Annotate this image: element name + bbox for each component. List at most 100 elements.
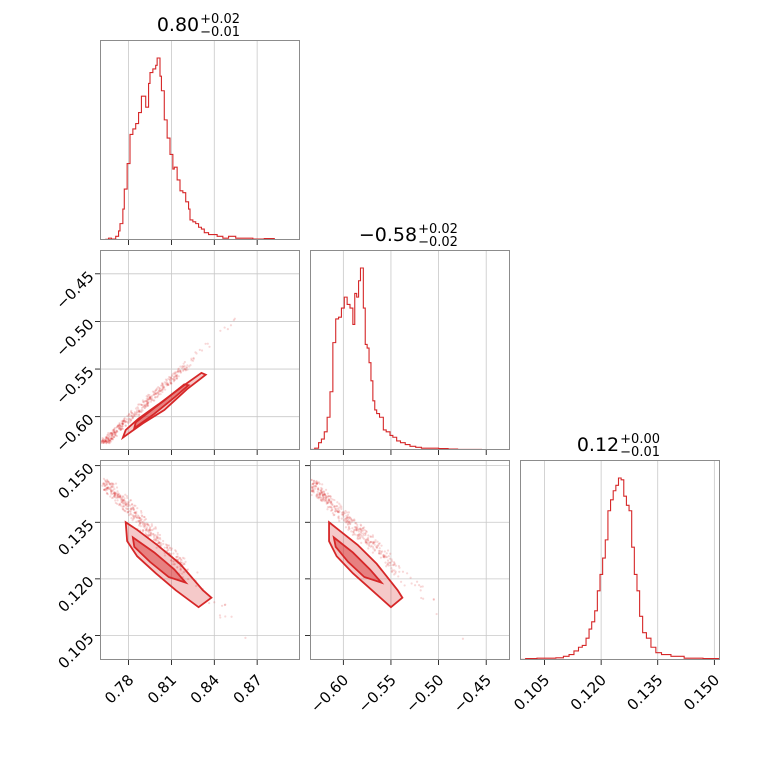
sample-point	[140, 403, 143, 407]
sample-point	[168, 378, 172, 381]
sample-point	[104, 440, 107, 443]
sample-point	[204, 342, 207, 345]
sample-point	[352, 530, 355, 533]
sample-point	[181, 561, 184, 564]
sample-point	[393, 561, 396, 564]
sample-point	[316, 492, 319, 496]
sample-point	[352, 532, 355, 535]
sample-point	[198, 348, 201, 351]
sample-point	[319, 489, 322, 492]
sample-point	[401, 570, 405, 573]
sample-point	[168, 375, 171, 379]
sample-point	[102, 481, 105, 485]
sample-point	[116, 430, 119, 433]
sample-point	[367, 547, 370, 550]
sample-point	[112, 428, 115, 431]
sample-point	[153, 538, 156, 541]
sample-point	[344, 518, 348, 521]
sample-point	[331, 503, 334, 506]
sample-point	[128, 509, 131, 513]
sample-point	[388, 557, 392, 560]
sample-point	[172, 560, 176, 563]
sample-point	[102, 441, 106, 444]
sample-point	[371, 534, 374, 537]
sample-point	[135, 510, 138, 514]
sample-point	[360, 528, 363, 531]
sample-point	[138, 520, 141, 523]
sample-point	[329, 497, 332, 500]
sample-point	[109, 483, 112, 486]
sample-point	[157, 541, 160, 544]
sample-point	[226, 328, 229, 331]
sample-point	[132, 412, 135, 416]
sample-point	[162, 539, 165, 543]
sample-point	[139, 517, 142, 520]
sample-point	[327, 495, 330, 498]
sample-point	[394, 564, 398, 567]
sample-point	[368, 542, 371, 545]
sample-point	[355, 529, 358, 532]
sample-point	[324, 496, 328, 500]
sample-point	[128, 514, 131, 517]
x-tick-label: 0.150	[680, 671, 723, 714]
sample-point	[357, 527, 360, 530]
sample-point	[133, 511, 136, 514]
sample-point	[107, 437, 110, 440]
sample-point	[151, 532, 154, 536]
sample-point	[130, 516, 133, 520]
sample-point	[101, 437, 104, 440]
sample-point	[317, 488, 320, 491]
sample-point	[110, 437, 113, 441]
sample-point	[389, 561, 392, 564]
sample-point	[104, 440, 107, 443]
sample-point	[186, 368, 189, 371]
sample-point	[322, 490, 325, 493]
sample-point	[106, 440, 109, 443]
sample-point	[113, 435, 116, 438]
sample-point	[179, 369, 182, 373]
sample-point	[111, 482, 114, 485]
sample-point	[149, 397, 152, 400]
sample-point	[422, 597, 425, 600]
sample-point	[105, 492, 109, 495]
sample-point	[119, 427, 122, 430]
sample-point	[137, 515, 140, 518]
sample-point	[356, 525, 359, 528]
sample-point	[105, 441, 108, 445]
sample-point	[161, 384, 164, 387]
sample-point	[133, 515, 136, 518]
sample-point	[156, 391, 159, 395]
sample-point	[310, 493, 313, 497]
sample-point	[146, 402, 149, 405]
sample-point	[124, 420, 127, 423]
sample-point	[145, 405, 148, 408]
sample-point	[143, 522, 146, 525]
sample-point	[124, 503, 128, 506]
sample-point	[105, 487, 108, 490]
sample-point	[183, 571, 186, 574]
sample-point	[105, 435, 108, 438]
sample-point	[326, 492, 329, 495]
sample-point	[119, 504, 122, 507]
histogram-0	[100, 57, 300, 240]
sample-point	[121, 420, 124, 423]
y-tick-label: −0.55	[52, 363, 97, 408]
sample-point	[334, 510, 337, 513]
sample-point	[138, 524, 141, 527]
sample-point	[101, 482, 105, 485]
sample-point	[110, 482, 113, 485]
sample-point	[126, 414, 129, 417]
sample-point	[342, 512, 346, 515]
sample-point	[158, 533, 162, 537]
sample-point	[359, 530, 362, 533]
sample-point	[327, 497, 330, 501]
sample-point	[129, 510, 132, 513]
sample-point	[108, 439, 112, 442]
sample-point	[146, 530, 149, 533]
sample-point	[118, 495, 122, 498]
sample-point	[149, 532, 152, 535]
sample-point	[365, 540, 368, 544]
sample-point	[137, 414, 141, 417]
sample-point	[364, 532, 367, 535]
sample-point	[130, 414, 133, 417]
